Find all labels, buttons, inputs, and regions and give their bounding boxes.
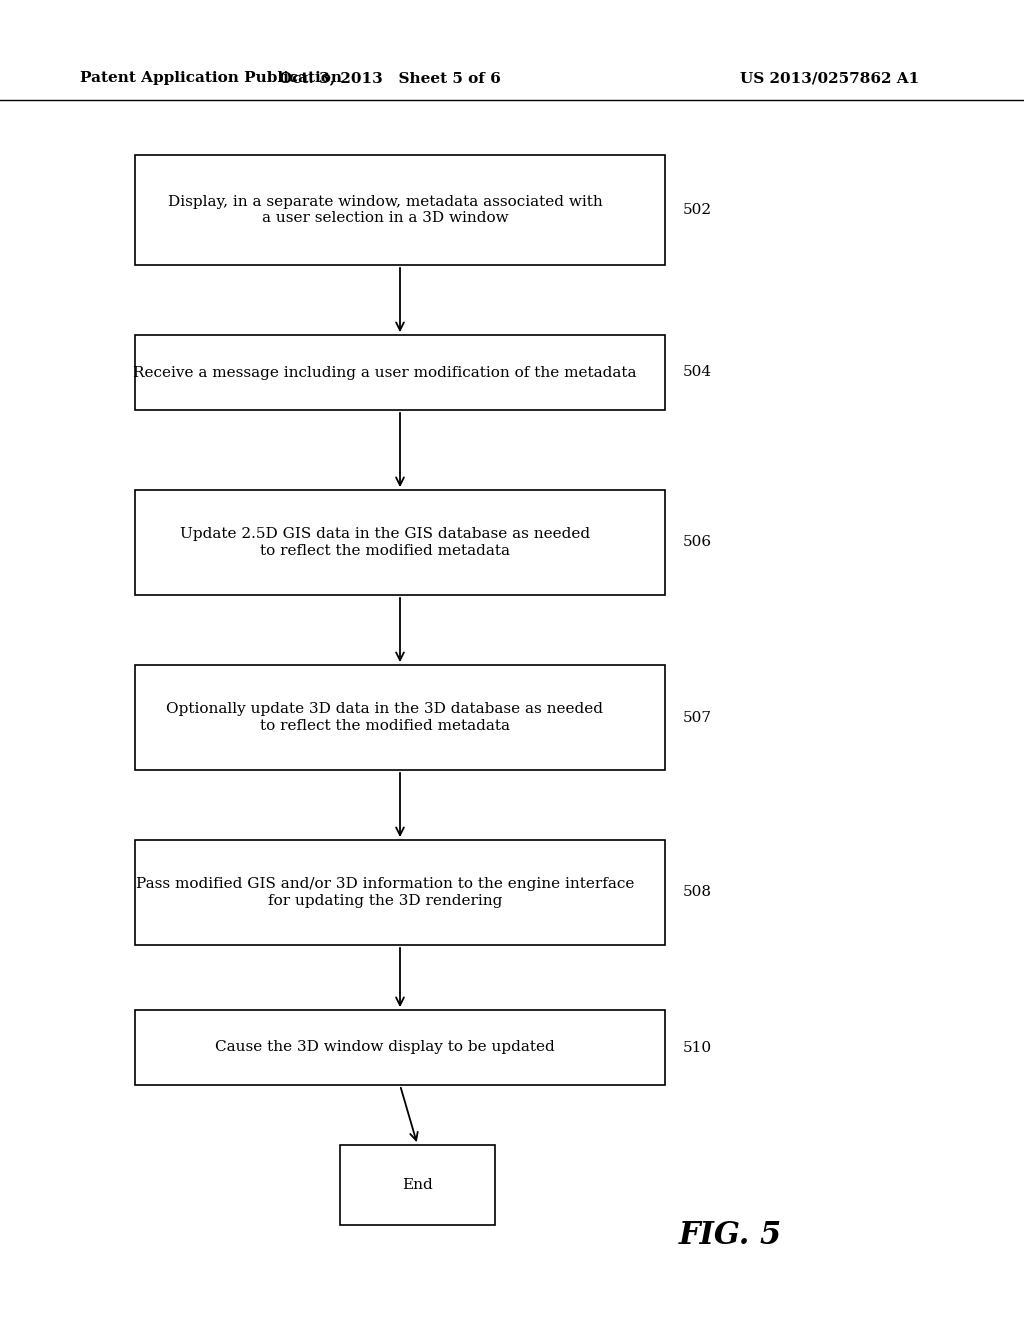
Text: Patent Application Publication: Patent Application Publication [80, 71, 342, 84]
Bar [135, 840, 665, 945]
Text: 510: 510 [683, 1040, 712, 1055]
Text: Cause the 3D window display to be updated: Cause the 3D window display to be update… [215, 1040, 555, 1055]
Text: Receive a message including a user modification of the metadata: Receive a message including a user modif… [133, 366, 637, 380]
Text: FIG. 5: FIG. 5 [678, 1220, 781, 1250]
Text: US 2013/0257862 A1: US 2013/0257862 A1 [740, 71, 920, 84]
Bar [135, 665, 665, 770]
Text: Display, in a separate window, metadata associated with
a user selection in a 3D: Display, in a separate window, metadata … [168, 195, 602, 226]
Text: Oct. 3, 2013   Sheet 5 of 6: Oct. 3, 2013 Sheet 5 of 6 [280, 71, 501, 84]
Text: 502: 502 [683, 203, 712, 216]
Bar [135, 154, 665, 265]
Bar [135, 1010, 665, 1085]
Text: 508: 508 [683, 886, 712, 899]
Text: Update 2.5D GIS data in the GIS database as needed
to reflect the modified metad: Update 2.5D GIS data in the GIS database… [180, 528, 590, 557]
Text: 504: 504 [683, 366, 712, 380]
Text: End: End [402, 1177, 433, 1192]
Text: Optionally update 3D data in the 3D database as needed
to reflect the modified m: Optionally update 3D data in the 3D data… [167, 702, 603, 733]
Text: 507: 507 [683, 710, 712, 725]
Bar [340, 1144, 495, 1225]
Text: Pass modified GIS and/or 3D information to the engine interface
for updating the: Pass modified GIS and/or 3D information … [136, 878, 634, 908]
Text: 506: 506 [683, 536, 712, 549]
Bar [135, 335, 665, 411]
Bar [135, 490, 665, 595]
